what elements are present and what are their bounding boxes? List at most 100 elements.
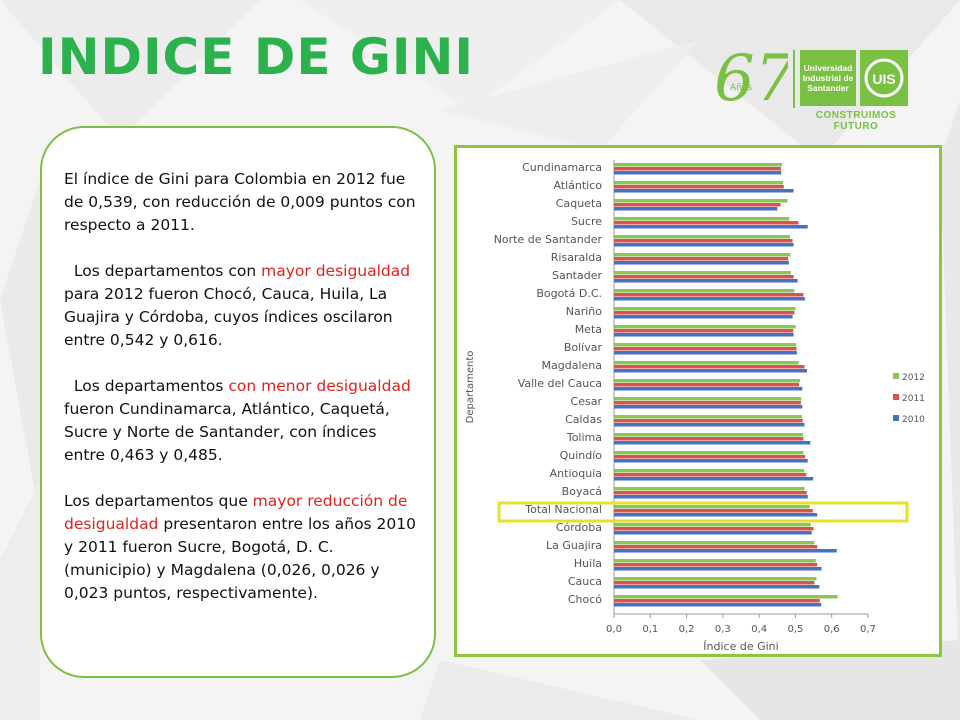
p4-post: presentaron entre los años 2010 y 2011 f… xyxy=(64,515,416,602)
category-label: Quindío xyxy=(560,449,603,462)
bar-2012 xyxy=(614,595,838,599)
university-line-3: Santander xyxy=(807,83,849,93)
bar-2011 xyxy=(614,275,794,279)
category-label: Cauca xyxy=(568,575,602,588)
bar-2010 xyxy=(614,297,805,301)
bar-2010 xyxy=(614,243,794,247)
bar-2012 xyxy=(614,235,790,239)
category-label: Norte de Santander xyxy=(494,233,603,246)
x-tick-label: 0,3 xyxy=(715,624,731,635)
bar-2012 xyxy=(614,415,802,419)
p2-highlight: mayor desigualdad xyxy=(261,262,411,280)
bar-2010 xyxy=(614,585,820,589)
bar-2012 xyxy=(614,289,795,293)
y-axis-label: Departamento xyxy=(465,351,476,424)
bar-2011 xyxy=(614,383,800,387)
bar-2011 xyxy=(614,239,793,243)
bar-2011 xyxy=(614,365,805,369)
bar-2012 xyxy=(614,379,801,383)
x-tick-label: 0,0 xyxy=(606,624,622,635)
bar-2011 xyxy=(614,257,789,261)
bar-2011 xyxy=(614,419,803,423)
p2-pre: Los departamentos con xyxy=(73,262,262,280)
category-label: Total Nacional xyxy=(524,503,602,516)
p3-post: fueron Cundinamarca, Atlántico, Caquetá,… xyxy=(64,400,390,464)
category-label: Caqueta xyxy=(556,197,602,210)
bar-2010 xyxy=(614,549,837,553)
bar-2012 xyxy=(614,559,816,563)
bar-2011 xyxy=(614,293,804,297)
bar-2011 xyxy=(614,491,807,495)
bar-2012 xyxy=(614,469,805,473)
bar-2011 xyxy=(614,563,818,567)
bar-2012 xyxy=(614,397,802,401)
category-label: Córdoba xyxy=(556,521,602,534)
category-label: Cesar xyxy=(571,395,603,408)
bar-2010 xyxy=(614,405,803,409)
university-line-2: Industrial de xyxy=(802,73,854,83)
uis-mark-text: UIS xyxy=(872,71,895,87)
legend-label-2012: 2012 xyxy=(902,373,925,383)
anniversary-label: Años xyxy=(730,83,752,93)
bar-2011 xyxy=(614,203,781,207)
bar-2010 xyxy=(614,369,808,373)
category-label: Tolima xyxy=(566,431,602,444)
bar-2011 xyxy=(614,167,781,171)
bar-2012 xyxy=(614,325,796,329)
chart-frame: Cundinamarca Atlántico Caqueta Sucre Norte d… xyxy=(454,145,942,657)
category-label: Caldas xyxy=(565,413,602,426)
x-tick-label: 0,6 xyxy=(824,624,840,635)
anniversary-logo: 67 Años xyxy=(714,42,788,116)
category-label: Antioquia xyxy=(550,467,602,480)
bar-2010 xyxy=(614,189,794,193)
bar-2010 xyxy=(614,225,808,229)
bar-2010 xyxy=(614,351,797,355)
text-panel: El índice de Gini para Colombia en 2012 … xyxy=(40,126,436,678)
legend-swatch-2011 xyxy=(893,394,899,400)
bar-2011 xyxy=(614,545,818,549)
paragraph-summary: El índice de Gini para Colombia en 2012 … xyxy=(64,170,416,234)
bar-2012 xyxy=(614,343,797,347)
category-label: Magdalena xyxy=(542,359,602,372)
bar-2012 xyxy=(614,451,804,455)
bar-2012 xyxy=(614,217,790,221)
bar-2012 xyxy=(614,505,810,509)
category-label: Huila xyxy=(574,557,602,570)
x-tick-label: 0,1 xyxy=(642,624,658,635)
paragraph-highest-inequality: Los departamentos con mayor desigualdad … xyxy=(64,260,418,352)
bar-2012 xyxy=(614,577,817,581)
x-tick-label: 0,2 xyxy=(679,624,695,635)
bar-2010 xyxy=(614,441,811,445)
bar-2011 xyxy=(614,473,807,477)
bar-2010 xyxy=(614,387,803,391)
legend-swatch-2012 xyxy=(893,373,899,379)
anniversary-number: 67 xyxy=(714,42,788,116)
bar-2010 xyxy=(614,333,794,337)
bar-2012 xyxy=(614,487,805,491)
bar-2010 xyxy=(614,531,812,535)
category-label: Sucre xyxy=(571,215,602,228)
bar-2011 xyxy=(614,401,801,405)
bar-2011 xyxy=(614,455,806,459)
paragraph-lowest-inequality: Los departamentos con menor desigualdad … xyxy=(64,375,418,467)
legend-swatch-2010 xyxy=(893,415,899,421)
bar-2012 xyxy=(614,523,811,527)
legend-label-2011: 2011 xyxy=(902,394,925,404)
bar-2010 xyxy=(614,603,822,607)
category-label: Atlántico xyxy=(553,179,602,192)
bar-2010 xyxy=(614,315,793,319)
p3-highlight: con menor desigualdad xyxy=(228,377,411,395)
bar-2011 xyxy=(614,437,804,441)
category-label: Valle del Cauca xyxy=(518,377,602,390)
bar-2010 xyxy=(614,495,808,499)
p2-post: para 2012 fueron Chocó, Cauca, Huila, La… xyxy=(64,285,393,349)
university-line-1: Universidad xyxy=(803,63,853,73)
legend-label-2010: 2010 xyxy=(902,415,925,425)
bar-2010 xyxy=(614,567,822,571)
x-axis-label: Índice de Gini xyxy=(703,640,778,653)
p3-pre: Los departamentos xyxy=(73,377,229,395)
p4-highlight: mayor reducción de desigualdad xyxy=(64,492,408,533)
bar-2012 xyxy=(614,163,783,167)
paragraph-reduction: Los departamentos que mayor reducción de… xyxy=(64,490,418,605)
